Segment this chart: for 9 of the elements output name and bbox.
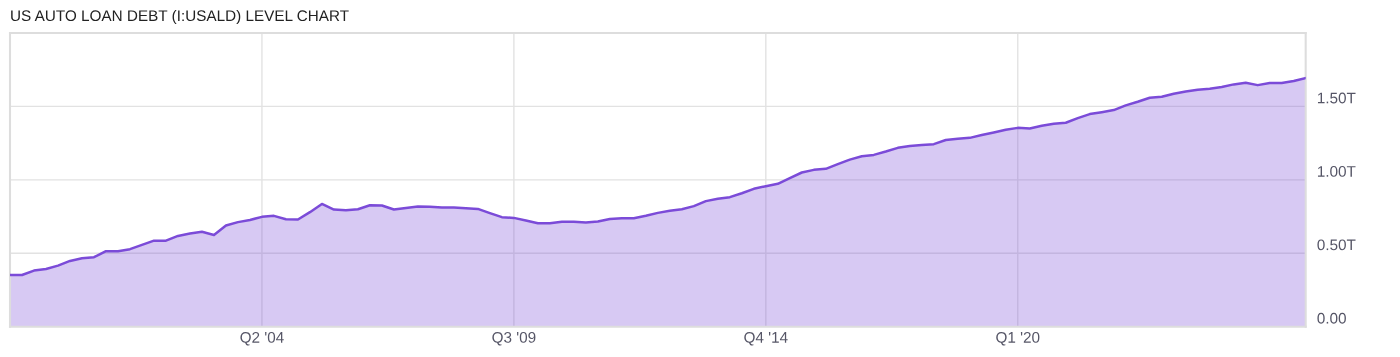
x-tick-label: Q3 '09 (492, 331, 536, 346)
y-tick-label: 0.50T (1317, 239, 1356, 251)
y-tick-label: 1.00T (1317, 166, 1356, 177)
y-tick-label: 1.50T (1317, 92, 1356, 104)
x-tick-label: Q2 '04 (240, 331, 284, 346)
x-tick-label: Q1 '20 (996, 331, 1040, 346)
x-tick-label: Q4 '14 (744, 331, 788, 346)
y-tick-label: 0.00 (1317, 312, 1346, 324)
chart-title: US AUTO LOAN DEBT (I:USALD) LEVEL CHART (11, 9, 349, 25)
